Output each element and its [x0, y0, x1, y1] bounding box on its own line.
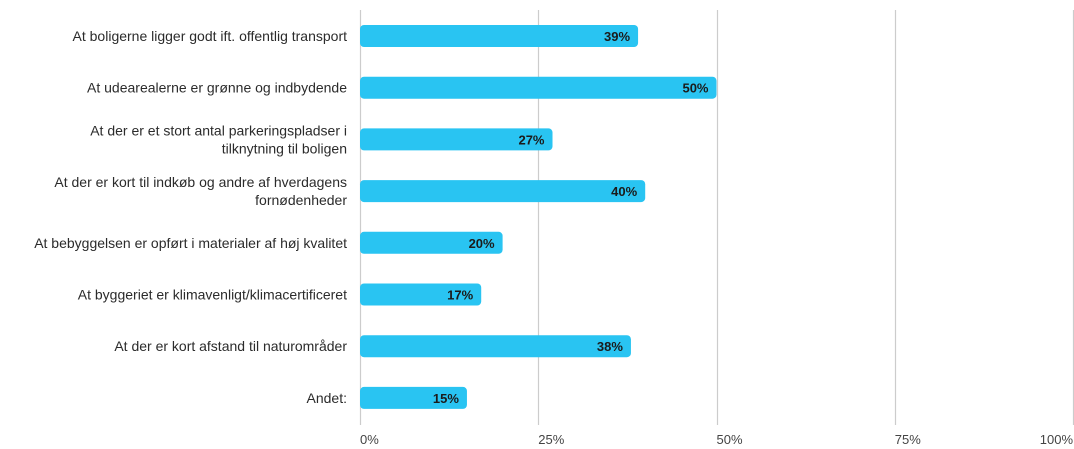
x-tick-label: 50%: [717, 432, 743, 447]
x-tick-label: 25%: [538, 432, 564, 447]
category-label: At der er kort til indkøb og andre af hv…: [54, 174, 347, 208]
bar: [360, 335, 631, 358]
category-label: At der er kort afstand til naturområder: [114, 338, 347, 354]
bar: [360, 76, 717, 99]
bar: [360, 25, 639, 47]
bar: [360, 231, 503, 254]
bar-value-label: 39%: [604, 29, 630, 44]
bar-value-label: 20%: [469, 236, 495, 251]
bar: [360, 283, 482, 306]
category-label: At bebyggelsen er opført i materialer af…: [34, 235, 347, 251]
x-tick-label: 75%: [895, 432, 921, 447]
bar-value-label: 50%: [682, 81, 708, 96]
x-tick-label: 100%: [1040, 432, 1074, 447]
category-label: At der er et stort antal parkeringsplads…: [90, 122, 347, 156]
x-tick-label: 0%: [360, 432, 379, 447]
bar-value-label: 15%: [433, 391, 459, 406]
bar: [360, 180, 646, 203]
category-label: At boligerne ligger godt ift. offentlig …: [73, 28, 348, 44]
bar-value-label: 40%: [611, 184, 637, 199]
category-label: At byggeriet er klimavenligt/klimacertif…: [78, 287, 347, 303]
category-label: At udearealerne er grønne og indbydende: [87, 80, 347, 96]
bar-value-label: 38%: [597, 339, 623, 354]
category-label: Andet:: [307, 390, 347, 406]
bar: [360, 386, 467, 409]
gridlines: [359, 10, 1074, 425]
bar: [360, 128, 553, 151]
x-axis-tick-labels: 0% 25% 50% 75% 100%: [360, 432, 1073, 447]
category-labels: At boligerne ligger godt ift. offentlig …: [34, 28, 347, 406]
bars: 39% 50% 27% 40% 20% 17% 38% 15%: [360, 25, 717, 409]
bar-value-label: 17%: [447, 288, 473, 303]
bar-value-label: 27%: [518, 132, 544, 147]
